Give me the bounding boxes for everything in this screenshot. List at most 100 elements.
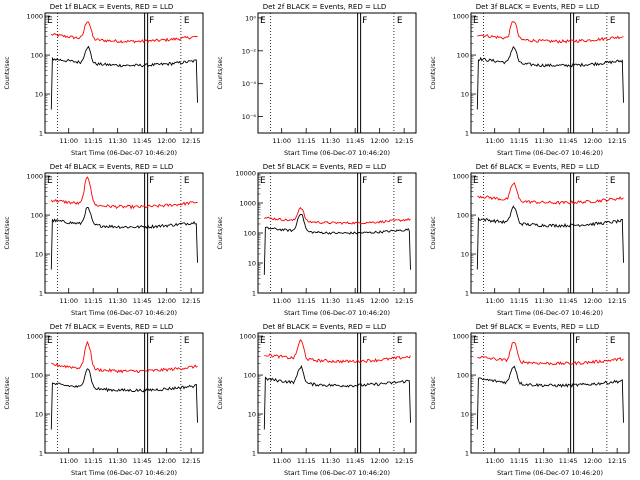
y-tick-label: 10 — [35, 411, 43, 419]
event-marker-label: E — [184, 176, 190, 186]
detector-chart-5: Det 5f BLACK = Events, RED = LLD Counts/s… — [217, 163, 417, 317]
y-tick-label: 100 — [244, 372, 256, 380]
y-tick-label: 10⁻² — [242, 47, 257, 55]
y-tick-label: 10 — [461, 411, 469, 419]
y-tick-label: 10 — [461, 251, 469, 259]
events-series-line — [476, 365, 624, 430]
y-tick-label: 1 — [39, 130, 43, 138]
x-tick-label: 11:45 — [559, 457, 578, 465]
y-tick-label: 1000 — [452, 173, 469, 181]
event-marker-label: E — [47, 336, 53, 346]
event-marker-label: F — [575, 176, 580, 186]
x-tick-label: 12:15 — [395, 297, 414, 305]
x-tick-label: 12:15 — [182, 297, 201, 305]
plot-frame — [257, 332, 417, 454]
y-tick-label: 100 — [31, 52, 43, 60]
detector-panel-5: Det 5f BLACK = Events, RED = LLD Counts/s… — [213, 160, 426, 320]
x-tick-label: 12:15 — [182, 137, 201, 145]
detector-panel-6: Det 6f BLACK = Events, RED = LLD Counts/s… — [426, 160, 639, 320]
x-tick-label: 11:15 — [510, 297, 529, 305]
lld-series-line — [477, 21, 624, 44]
plot-frame — [257, 172, 417, 294]
y-tick-label: 10 — [461, 91, 469, 99]
chart-title: Det 4f BLACK = Events, RED = LLD — [50, 163, 173, 171]
y-axis-label: Counts/sec — [430, 216, 437, 249]
x-tick-label: 11:45 — [346, 137, 365, 145]
events-series-line — [50, 206, 198, 270]
event-marker-label: E — [397, 336, 403, 346]
y-tick-label: 100 — [31, 372, 43, 380]
detector-chart-9: Det 9f BLACK = Events, RED = LLD Counts/s… — [430, 323, 630, 477]
event-marker-label: E — [610, 16, 616, 26]
y-tick-label: 10000 — [235, 170, 256, 178]
x-tick-label: 11:00 — [59, 297, 78, 305]
event-marker-label: F — [575, 336, 580, 346]
detector-chart-4: Det 4f BLACK = Events, RED = LLD Counts/s… — [4, 163, 204, 317]
event-marker-label: E — [184, 16, 190, 26]
event-marker-label: E — [473, 176, 479, 186]
x-tick-label: 11:30 — [534, 297, 553, 305]
event-marker-label: F — [362, 176, 367, 186]
y-axis-label: Counts/sec — [4, 376, 11, 409]
detector-panel-1: Det 1f BLACK = Events, RED = LLD Counts/s… — [0, 0, 213, 160]
detector-panel-7: Det 7f BLACK = Events, RED = LLD Counts/s… — [0, 320, 213, 480]
y-axis-label: Counts/sec — [4, 216, 11, 249]
x-axis-label: Start Time (06-Dec-07 10:46:20) — [284, 469, 390, 477]
chart-title: Det 8f BLACK = Events, RED = LLD — [263, 323, 386, 331]
lld-series-line — [264, 339, 411, 364]
y-axis-label: Counts/sec — [4, 56, 11, 89]
lld-series-line — [51, 340, 198, 374]
event-marker-label: E — [260, 336, 266, 346]
chart-title: Det 1f BLACK = Events, RED = LLD — [50, 3, 173, 11]
plot-frame — [44, 172, 204, 294]
event-marker-label: F — [575, 16, 580, 26]
x-tick-label: 11:00 — [485, 457, 504, 465]
y-tick-label: 1 — [465, 290, 469, 298]
events-series-line — [476, 205, 624, 270]
lld-series-line — [50, 21, 198, 44]
y-tick-label: 1000 — [26, 333, 43, 341]
x-tick-label: 11:45 — [133, 137, 152, 145]
x-tick-label: 11:00 — [59, 137, 78, 145]
x-axis-label: Start Time (06-Dec-07 10:46:20) — [71, 149, 177, 157]
event-marker-label: E — [260, 176, 266, 186]
x-axis-label: Start Time (06-Dec-07 10:46:20) — [497, 309, 603, 317]
y-tick-label: 1 — [252, 290, 256, 298]
y-tick-label: 1 — [252, 450, 256, 458]
y-tick-label: 10⁻⁶ — [242, 113, 257, 121]
x-tick-label: 11:30 — [108, 297, 127, 305]
detector-panel-2: Det 2f BLACK = Events, RED = LLD Counts/s… — [213, 0, 426, 160]
y-tick-label: 1000 — [26, 173, 43, 181]
x-tick-label: 11:30 — [321, 297, 340, 305]
x-tick-label: 11:00 — [485, 137, 504, 145]
x-tick-label: 11:45 — [346, 457, 365, 465]
event-marker-label: E — [610, 336, 616, 346]
plot-frame — [470, 12, 630, 134]
x-axis-label: Start Time (06-Dec-07 10:46:20) — [71, 309, 177, 317]
x-tick-label: 12:15 — [395, 137, 414, 145]
x-tick-label: 11:15 — [297, 457, 316, 465]
x-tick-label: 11:45 — [559, 297, 578, 305]
x-tick-label: 12:00 — [157, 457, 176, 465]
y-axis-label: Counts/sec — [430, 376, 437, 409]
detector-panel-9: Det 9f BLACK = Events, RED = LLD Counts/s… — [426, 320, 639, 480]
x-tick-label: 12:15 — [608, 137, 627, 145]
y-tick-label: 1000 — [239, 333, 256, 341]
y-axis-label: Counts/sec — [430, 56, 437, 89]
x-tick-label: 11:00 — [272, 297, 291, 305]
events-series-line — [50, 45, 198, 110]
plot-frame — [470, 332, 630, 454]
chart-title: Det 5f BLACK = Events, RED = LLD — [263, 163, 386, 171]
detector-chart-3: Det 3f BLACK = Events, RED = LLD Counts/s… — [430, 3, 630, 157]
y-axis-label: Counts/sec — [217, 376, 224, 409]
y-tick-label: 100 — [457, 52, 469, 60]
x-tick-label: 11:45 — [133, 457, 152, 465]
event-marker-label: E — [260, 16, 266, 26]
y-tick-label: 10 — [248, 260, 256, 268]
detector-panel-4: Det 4f BLACK = Events, RED = LLD Counts/s… — [0, 160, 213, 320]
y-tick-label: 1 — [465, 130, 469, 138]
chart-title: Det 6f BLACK = Events, RED = LLD — [476, 163, 599, 171]
x-tick-label: 11:15 — [84, 457, 103, 465]
event-marker-label: E — [47, 16, 53, 26]
